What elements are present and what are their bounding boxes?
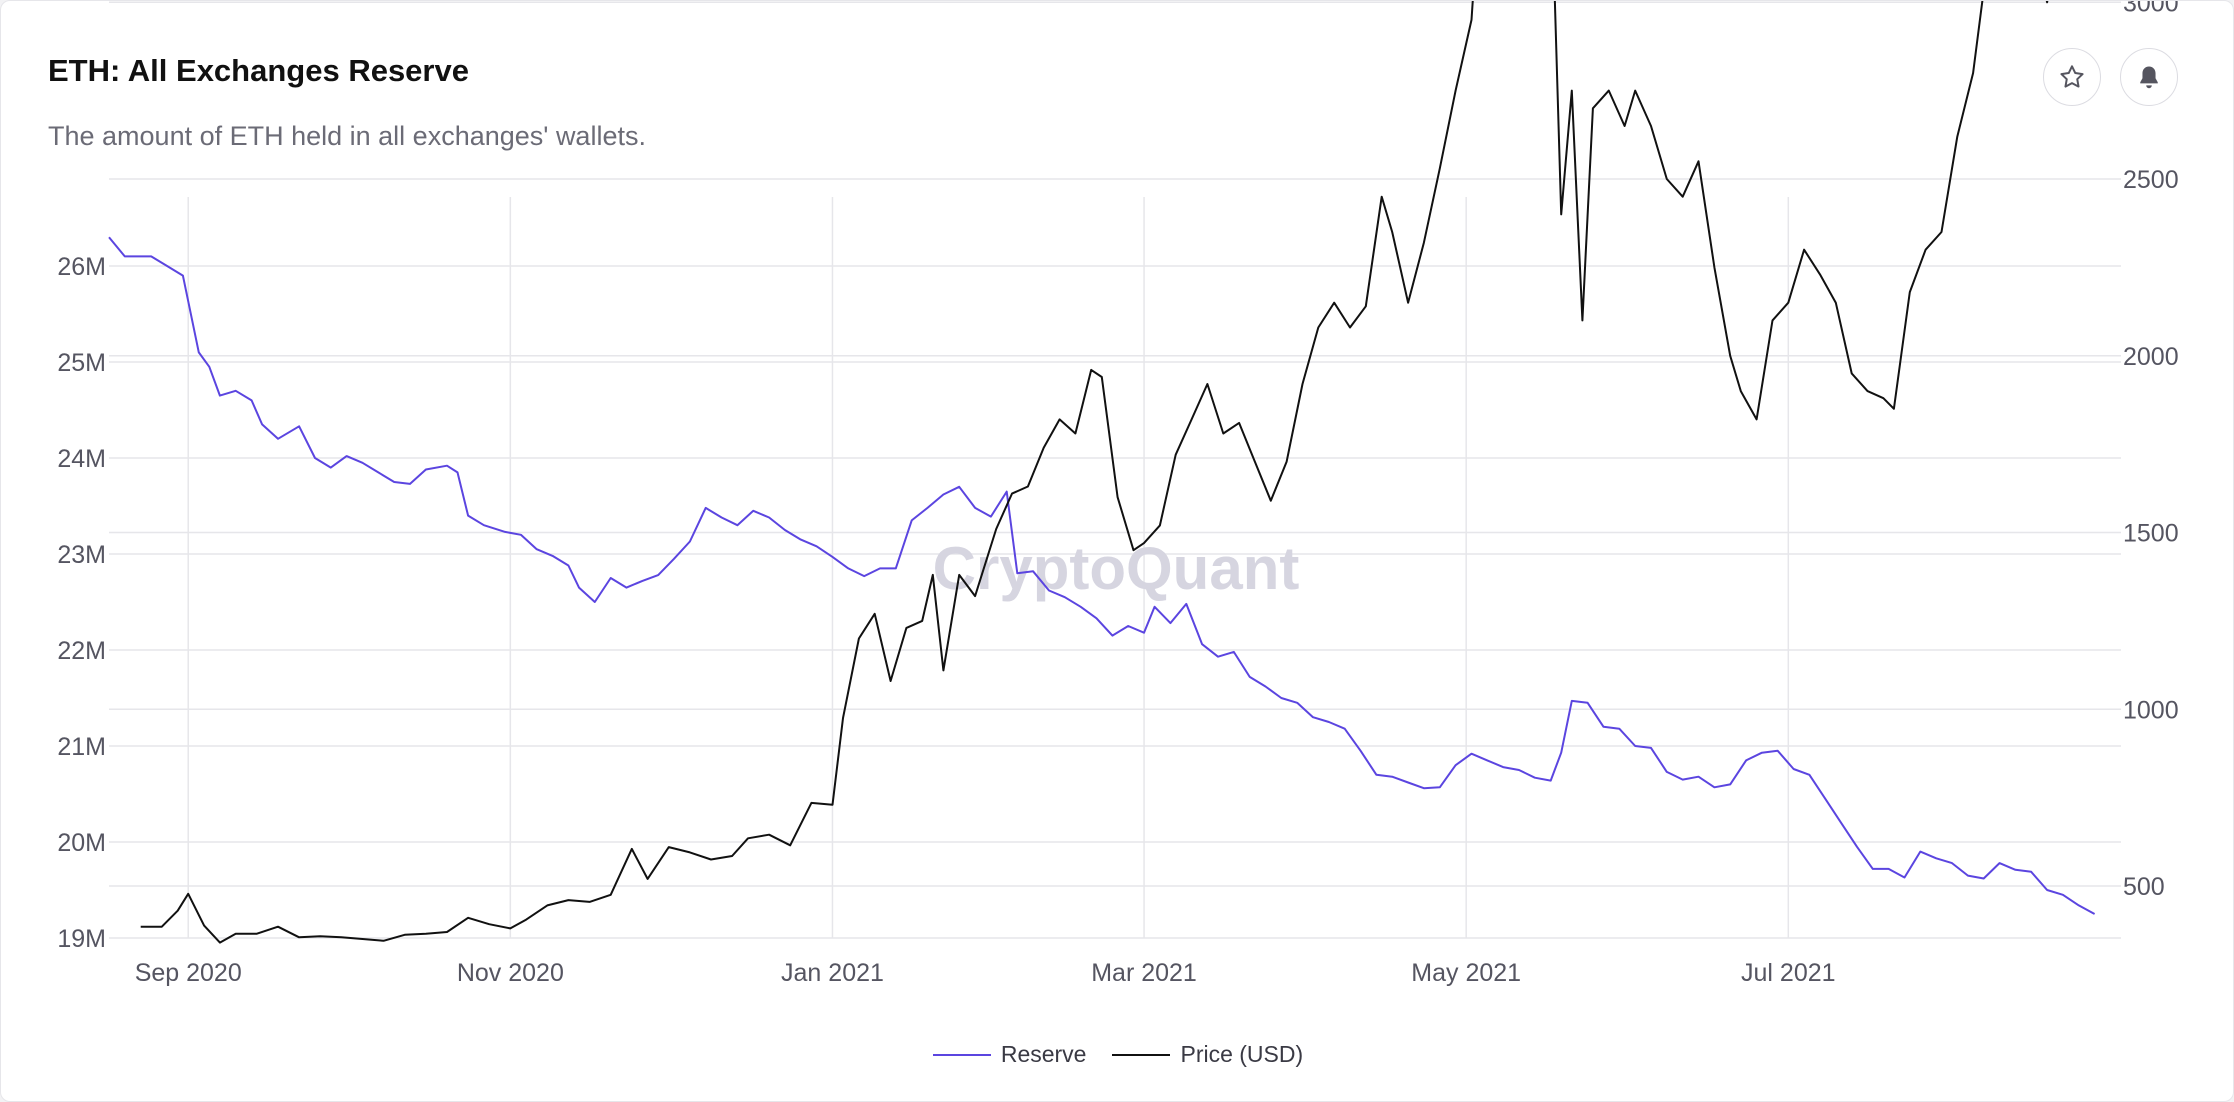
line-chart: CryptoQuant 19M20M21M22M23M24M25M26M5001… [57,1,2179,987]
y-left-tick-label: 19M [57,925,106,953]
legend-label-price: Price (USD) [1180,1041,1304,1067]
x-tick-label: May 2021 [1411,959,1521,987]
chart-legend: Reserve Price (USD) [1,1041,2234,1068]
x-tick-label: Jul 2021 [1741,959,1836,987]
star-outline-icon [2060,65,2084,88]
chart-title: ETH: All Exchanges Reserve [48,53,469,88]
chart-grid [109,1,2121,939]
watermark-logo: CryptoQuant [933,535,1300,602]
chart-axes: 19M 20M 21M 22M 23M 24M 25M 26M 500 1000 1500 2000 2… [57,1,2178,987]
y-left-tick-label: 21M [57,733,106,761]
y-right-tick-label: 500 [2123,873,2165,901]
legend-swatch-reserve [932,1053,991,1056]
legend-swatch-price [1112,1053,1171,1056]
y-left-tick-label: 26M [57,253,106,281]
y-right-tick-label: 2000 [2123,343,2179,371]
chart-subtitle: The amount of ETH held in all exchanges'… [48,121,646,151]
chart-series [108,1,2096,944]
y-left-tick-label: 22M [57,637,106,665]
y-right-tick-label: 1000 [2123,696,2179,724]
y-left-tick-label: 24M [57,445,106,473]
x-tick-label: Mar 2021 [1091,959,1197,987]
y-right-tick-label: 1500 [2123,520,2179,548]
legend-item-reserve[interactable]: Reserve [932,1041,1087,1068]
favorite-button[interactable] [2043,48,2101,106]
x-tick-label: Nov 2020 [457,959,564,987]
legend-label-reserve: Reserve [1000,1041,1087,1067]
y-left-tick-label: 25M [57,349,106,377]
y-right-tick-label: 2500 [2123,166,2179,194]
legend-item-price[interactable]: Price (USD) [1112,1041,1303,1068]
series-line-reserve [108,236,2096,915]
y-right-tick-label: 3000 [2123,1,2179,17]
x-tick-label: Sep 2020 [135,959,242,987]
y-left-tick-label: 23M [57,541,106,569]
y-left-tick-label: 20M [57,829,106,857]
alert-button[interactable] [2120,48,2178,106]
series-line-price [140,1,2049,944]
bell-icon [2140,66,2158,89]
x-tick-label: Jan 2021 [781,959,884,987]
